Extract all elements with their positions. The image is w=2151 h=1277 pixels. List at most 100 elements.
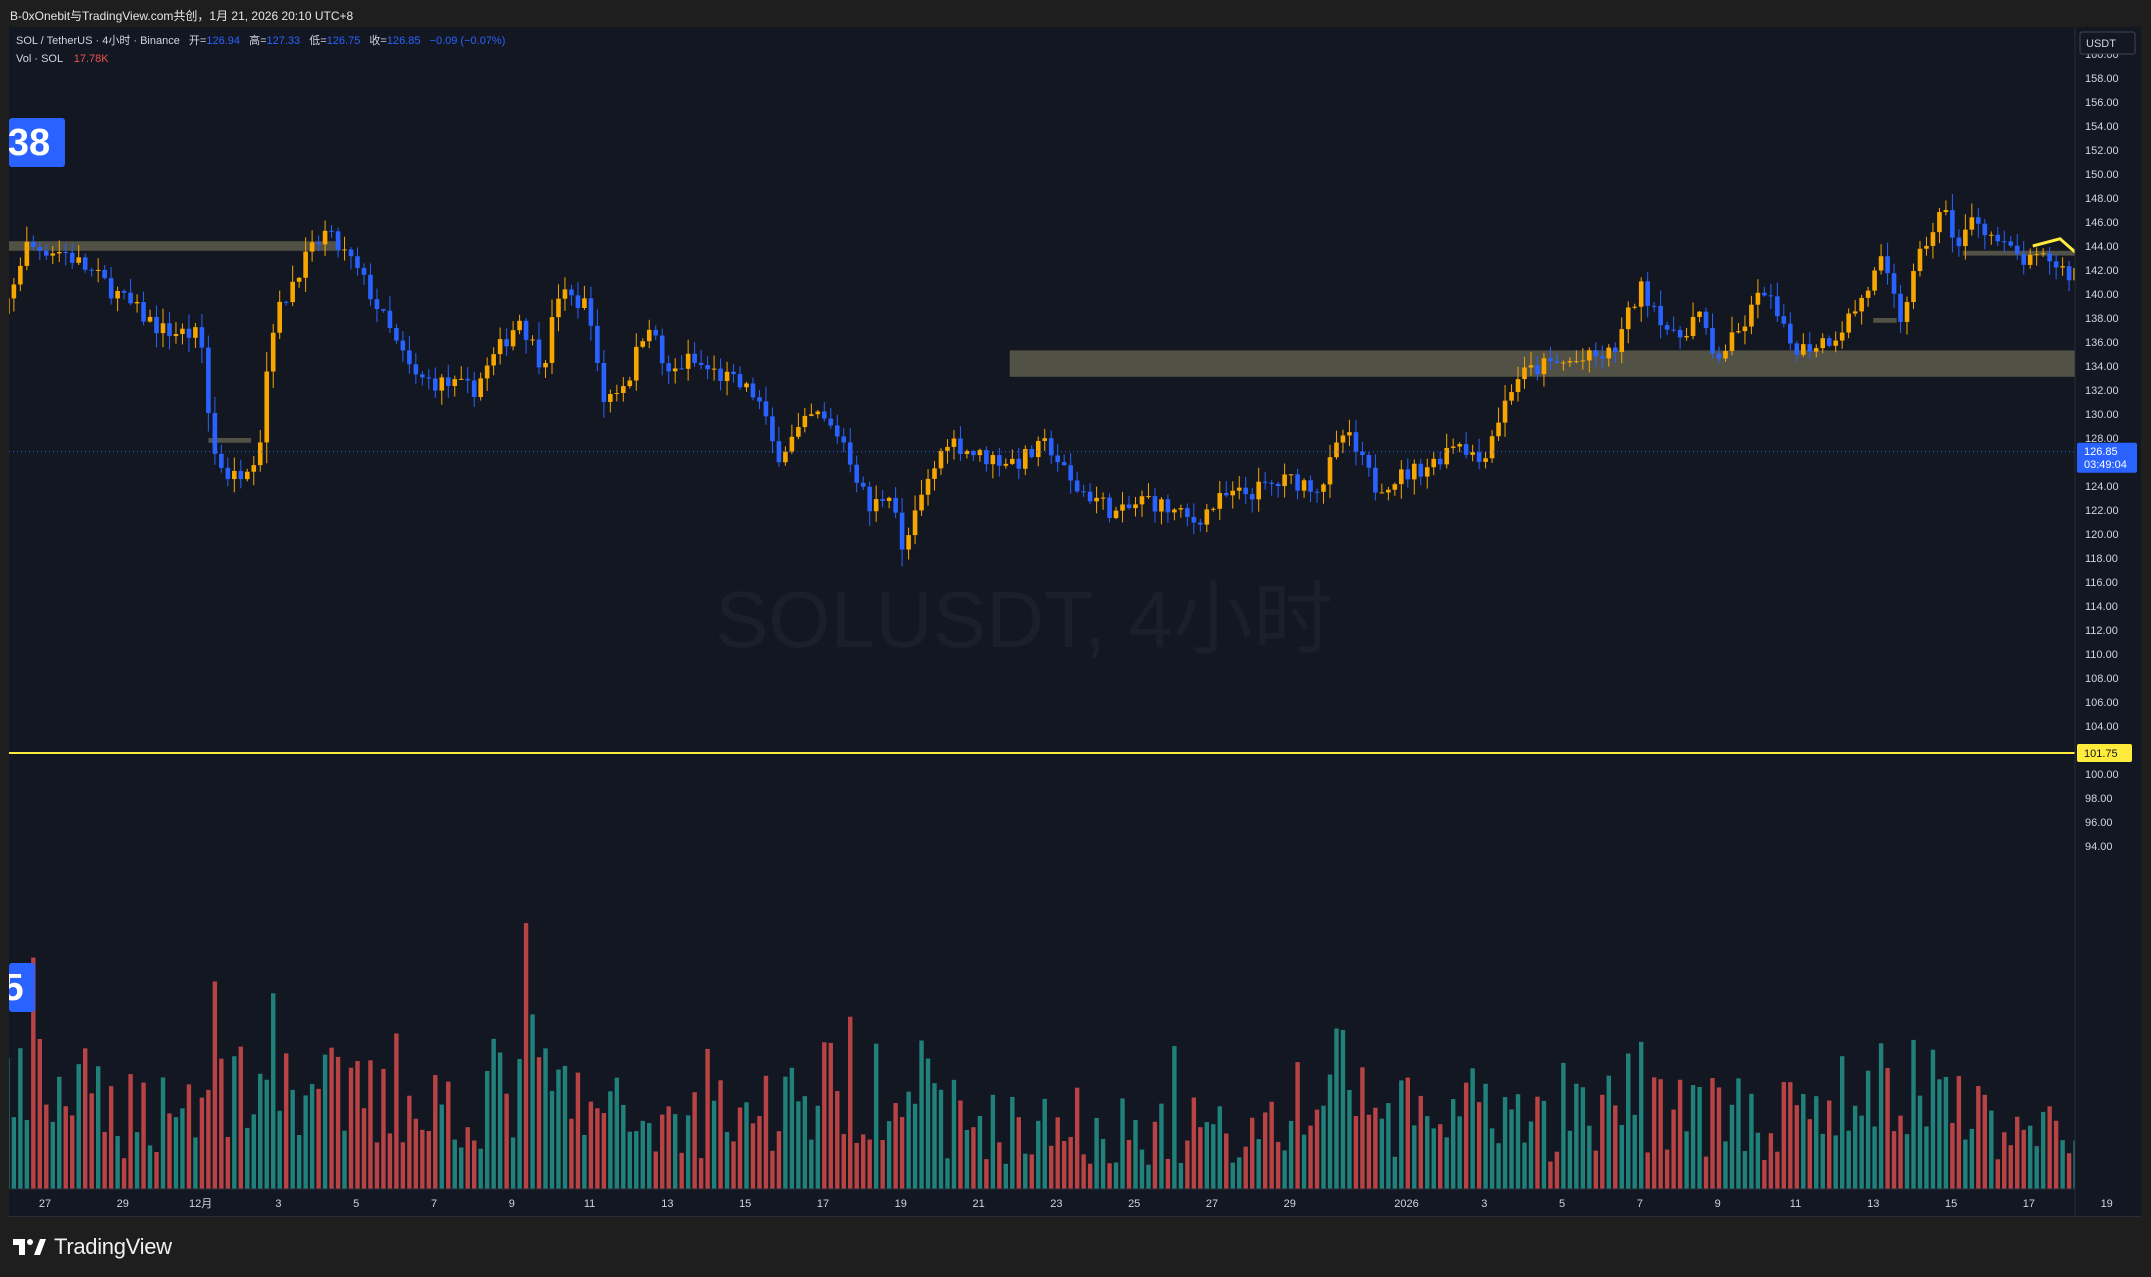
volume-bar [815,1105,821,1189]
candle-body [757,397,762,402]
candle-body [1022,449,1028,469]
candle-body [1794,343,1800,355]
candle-body [50,253,56,256]
volume-bar [880,1140,885,1189]
volume-bar [504,1093,509,1189]
candle-body [322,230,328,245]
volume-bar [1742,1151,1748,1189]
candle-body [1152,496,1158,512]
candle-body [1353,432,1359,452]
volume-bar [225,1137,231,1189]
volume-bar [536,1057,542,1189]
candle-body [374,299,380,310]
candle-body [1554,361,1560,363]
candle-body [1386,489,1391,493]
candle-body [1820,338,1826,349]
candle-body [2027,254,2033,265]
candle-body [1742,326,1748,332]
candle-body [484,365,490,379]
time-tick: 17 [817,1198,829,1210]
volume-bar [115,1136,120,1189]
price-chart[interactable]: SOLUSDT, 4小时 SOL / TetherUS · 4小时 · Bina… [9,27,2141,1217]
volume-bar [2021,1129,2026,1189]
candle-body [420,374,425,378]
footer-bar: TradingView [0,1217,2151,1277]
volume-bar [899,1117,905,1189]
volume-bar [1191,1097,1197,1189]
volume-bar [886,1121,892,1189]
candle-body [1282,474,1287,487]
currency-selector[interactable] [2079,31,2136,55]
candle-body [977,450,983,456]
candle-body [536,339,542,368]
volume-bar [387,1133,393,1189]
volume-bar [750,1123,756,1189]
tradingview-logo[interactable]: TradingView [12,1234,172,1260]
volume-bar [283,1053,289,1189]
volume-bar [245,1127,250,1189]
chart-panel[interactable]: SOLUSDT, 4小时 SOL / TetherUS · 4小时 · Bina… [9,27,2141,1217]
candle-body [426,377,432,379]
candle-body [1800,344,1806,355]
volume-bar [1094,1117,1099,1189]
alert-badge-upper[interactable] [9,118,65,167]
candle-body [1463,444,1469,455]
candle-body [316,242,321,245]
candle-body [562,289,568,299]
volume-bar [932,1083,937,1189]
candle-body [95,269,101,271]
candle-body [718,368,723,382]
candle-body [445,377,451,387]
candle-body [510,330,516,347]
price-tick: 134.00 [2085,361,2119,373]
volume-bar [1392,1156,1398,1189]
volume-bar [1133,1119,1138,1189]
candle-body [932,468,937,479]
volume-bar [1146,1164,1151,1189]
candle-body [1561,362,1566,364]
price-tick: 144.00 [2085,241,2119,253]
volume-bar [1528,1121,1534,1189]
volume-bar [848,1016,853,1189]
candle-body [1347,432,1352,436]
volume-bar [1087,1163,1093,1189]
price-tick: 100.00 [2085,769,2119,781]
time-tick: 7 [1637,1198,1643,1210]
candle-body [199,327,205,348]
countdown-value: 03:49:04 [2084,459,2127,471]
candle-body [368,274,373,300]
volume-bar [1438,1124,1443,1189]
volume-bar [264,1079,269,1189]
volume-bar [1729,1104,1735,1189]
time-tick: 25 [1128,1198,1140,1210]
candle-body [102,269,107,279]
volume-bar [1762,1159,1767,1189]
volume-bar [1703,1156,1709,1189]
volume-bar [938,1089,944,1189]
volume-bar [828,1042,833,1189]
alert-badge-lower[interactable] [9,963,35,1012]
volume-bar [290,1089,295,1189]
volume-bar [108,1086,114,1189]
candle-body [1191,516,1197,523]
volume-bar [1956,1076,1962,1189]
candle-body [1859,297,1864,312]
candle-body [1198,522,1203,525]
price-tick: 128.00 [2085,433,2119,445]
candle-body [128,292,133,304]
volume-bar [167,1113,172,1189]
candle-body [1392,484,1398,490]
candle-body [1813,348,1819,352]
volume-bar [809,1139,814,1189]
price-tick: 94.00 [2085,841,2113,853]
volume-bar [543,1048,548,1189]
candle-body [1580,360,1586,362]
candle-body [608,394,613,402]
candle-body [1262,481,1268,483]
volume-bar [666,1106,671,1189]
volume-bar [1450,1098,1456,1189]
candle-body [698,362,704,366]
volume-bar [523,923,529,1189]
volume-bar [556,1069,561,1189]
candle-body [1496,422,1501,437]
